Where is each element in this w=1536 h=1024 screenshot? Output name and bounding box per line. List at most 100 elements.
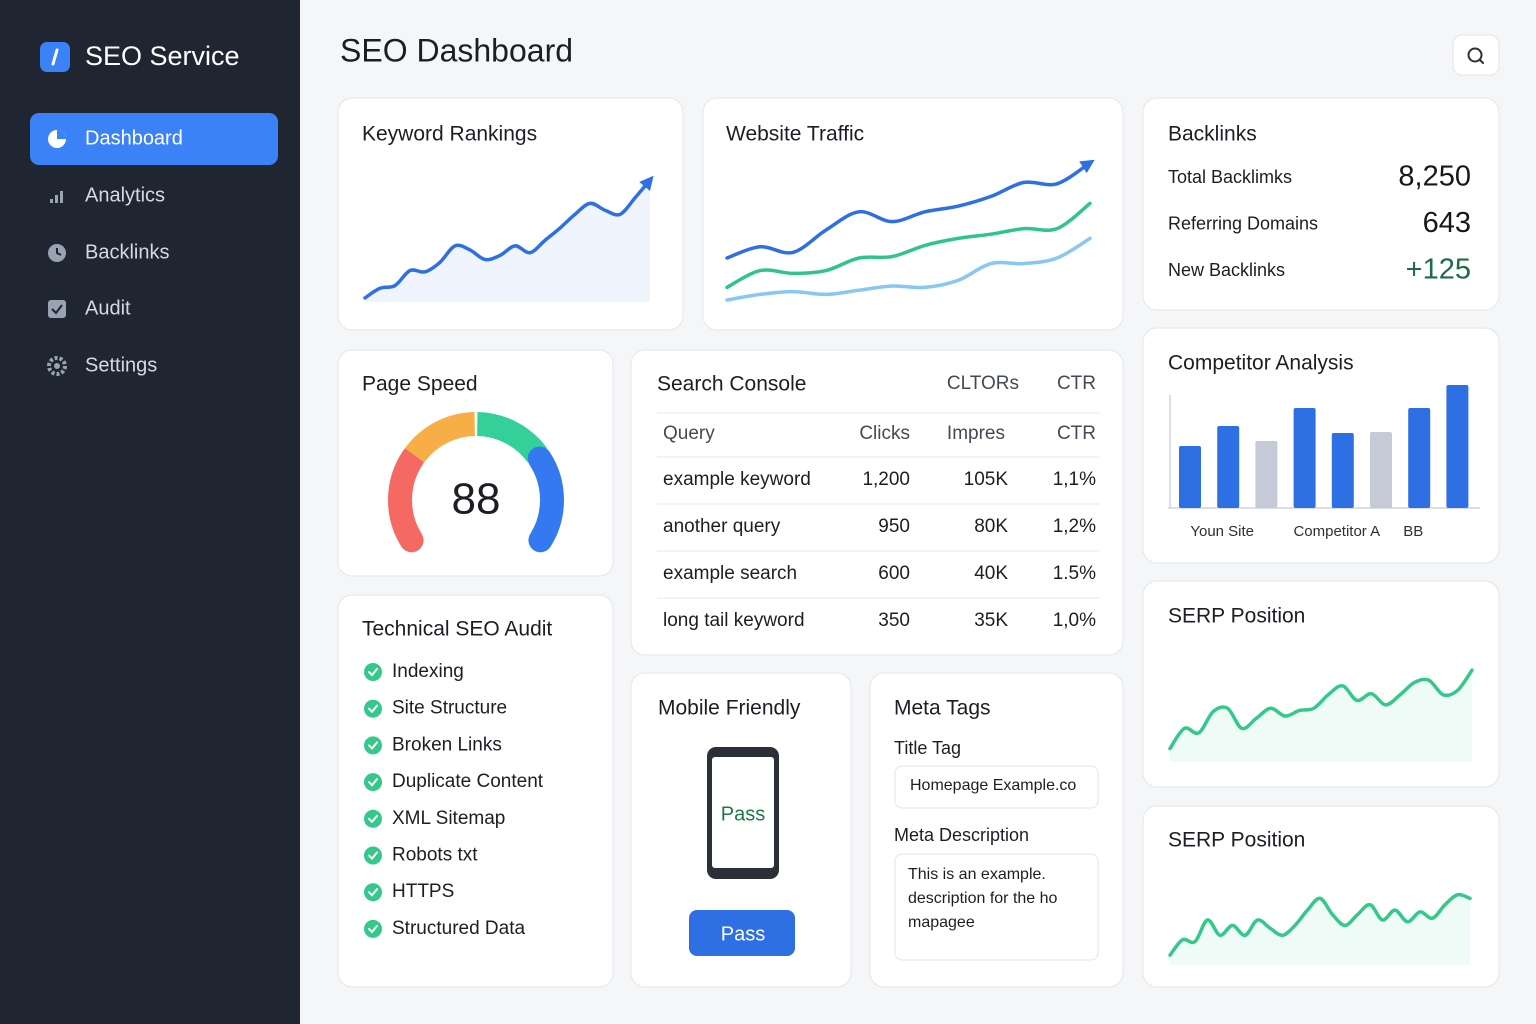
column-header: Clicks: [859, 423, 910, 444]
area: [1170, 670, 1472, 762]
button-label: Pass: [721, 923, 765, 945]
table-cell: 1,2%: [1053, 516, 1096, 537]
table-cell: example search: [663, 563, 797, 584]
check-mark: [368, 741, 378, 750]
nav-item[interactable]: Settings: [85, 354, 157, 376]
nav-icon: [57, 130, 66, 139]
check-mark: [368, 888, 378, 897]
nav-active[interactable]: [30, 113, 278, 165]
table-cell: 950: [878, 516, 910, 537]
card-title: Website Traffic: [726, 123, 864, 146]
audit-item: Robots txt: [392, 845, 478, 866]
card-title: Technical SEO Audit: [362, 618, 552, 641]
column-header: CLTORs: [947, 373, 1019, 394]
search-button[interactable]: [1452, 34, 1500, 76]
card-title: Meta Tags: [894, 697, 991, 720]
metric-label: Total Backlimks: [1168, 167, 1292, 187]
table-cell: example keyword: [663, 469, 811, 490]
column-header: CTR: [1057, 373, 1096, 394]
table-cell: 80K: [974, 516, 1008, 537]
card-title: Mobile Friendly: [658, 697, 801, 720]
table-cell: 350: [878, 610, 910, 631]
card-title: Page Speed: [362, 373, 478, 396]
pass-button[interactable]: [689, 910, 795, 956]
table-cell: long tail keyword: [663, 610, 805, 631]
gauge-segment: [404, 412, 476, 463]
brand-name: SEO Service: [85, 41, 240, 71]
line: [1168, 668, 1474, 751]
check-mark: [368, 924, 378, 934]
audit-item: Duplicate Content: [392, 771, 544, 792]
metric-label: Referring Domains: [1168, 213, 1318, 233]
audit-item: HTTPS: [392, 881, 454, 902]
card-title: Backlinks: [1168, 123, 1257, 146]
audit-item: XML Sitemap: [392, 808, 505, 829]
sidebar: [0, 0, 300, 1024]
table-cell: 600: [878, 563, 910, 584]
bar: [1293, 408, 1316, 508]
gauge-segment: [388, 445, 425, 553]
nav-icon: [47, 356, 67, 376]
field-value: Homepage Example.co: [910, 777, 1076, 794]
nav-item[interactable]: Backlinks: [85, 241, 169, 263]
line: [725, 159, 1095, 260]
table-cell: 1,1%: [1053, 469, 1096, 490]
nav-item[interactable]: Dashboard: [85, 127, 183, 149]
field-label: Title Tag: [894, 738, 961, 758]
check-icon: [364, 773, 382, 792]
area: [1170, 894, 1470, 965]
metric-value: 643: [1423, 207, 1471, 239]
check-icon: [364, 736, 382, 755]
x-tick-label: Youn Site: [1190, 523, 1254, 540]
card: [1142, 805, 1500, 988]
table-cell: 35K: [974, 610, 1008, 631]
search-icon: [1467, 47, 1483, 63]
check-icon: [364, 699, 382, 718]
line: [1168, 892, 1472, 957]
gauge-value: 88: [452, 475, 501, 524]
line: [363, 175, 654, 300]
nav-icon: [55, 195, 58, 203]
table-cell: 1,200: [862, 469, 910, 490]
card: [630, 349, 1124, 656]
check-mark: [368, 704, 378, 714]
check-mark: [368, 668, 378, 677]
page-title: SEO Dashboard: [340, 32, 573, 68]
table-cell: 40K: [974, 563, 1008, 584]
column-header: CTR: [1057, 423, 1096, 444]
bar: [1255, 441, 1278, 508]
audit-item: Structured Data: [392, 918, 525, 939]
line: [725, 236, 1092, 302]
card-title: Search Console: [657, 373, 806, 396]
nav-item[interactable]: Analytics: [85, 184, 165, 206]
check-icon: [364, 846, 382, 865]
nav-icon: [48, 300, 66, 318]
metric-value: 8,250: [1398, 161, 1471, 193]
x-tick-label: BB: [1403, 523, 1423, 540]
field-value: mapagee: [908, 914, 975, 931]
nav-icon: [56, 248, 62, 256]
bar: [1408, 408, 1431, 508]
audit-item: Indexing: [392, 661, 464, 682]
nav-item[interactable]: Audit: [85, 297, 131, 319]
bar: [1446, 385, 1469, 508]
area: [365, 180, 650, 302]
card-title: Competitor Analysis: [1168, 352, 1354, 375]
x-tick-label: Competitor A: [1293, 523, 1380, 540]
check-icon: [364, 663, 382, 681]
textarea-box: [894, 853, 1099, 961]
bar: [1370, 432, 1392, 508]
card-title: Keyword Rankings: [362, 123, 537, 146]
column-header: Query: [663, 423, 715, 444]
field-label: Meta Description: [894, 825, 1029, 845]
nav-icon: [54, 363, 60, 369]
field-value: description for the ho: [908, 890, 1058, 907]
gauge-segment: [527, 446, 564, 553]
nav-icon: [50, 199, 53, 203]
check-icon: [364, 809, 382, 828]
card: [1142, 97, 1500, 311]
metric-value: +125: [1406, 254, 1471, 286]
table-cell: 1.5%: [1053, 563, 1096, 584]
